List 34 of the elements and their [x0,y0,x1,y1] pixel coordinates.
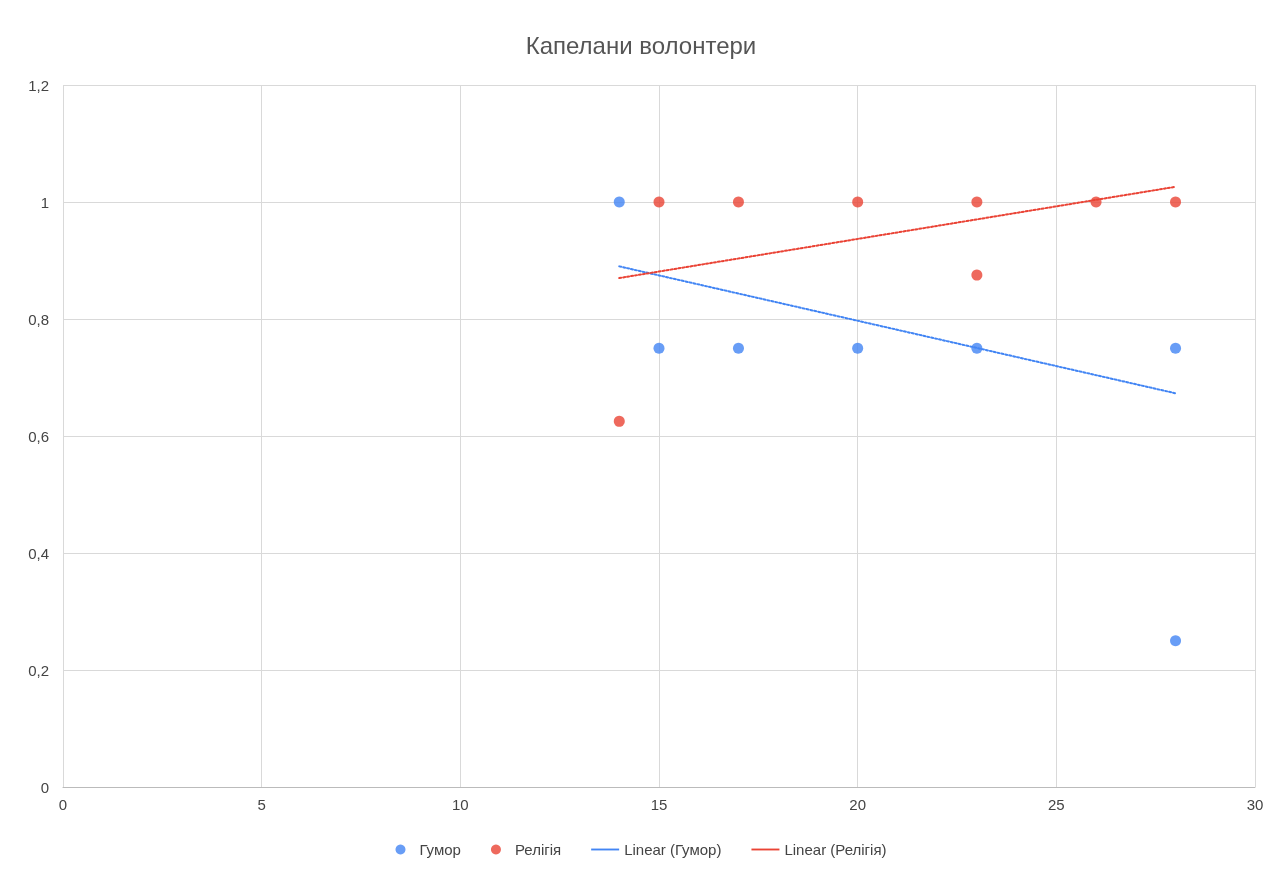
legend-label: Linear (Гумор) [624,841,722,858]
point [971,269,983,281]
x-tick-label: 10 [451,796,469,813]
point [732,196,744,208]
point [613,196,625,208]
x-tick-label: 30 [1246,796,1264,813]
point [1170,635,1182,647]
point [613,415,625,427]
y-tick-label: 0,4 [28,544,49,562]
y-tick-label: 1 [40,193,49,211]
point [1090,196,1102,208]
y-tick-label: 0,2 [28,661,49,679]
y-tick-label: 0,6 [28,427,49,445]
legend-label: Гумор [419,841,461,858]
point [971,196,983,208]
y-tick-label: 1,2 [28,76,49,94]
x-tick-label: 15 [650,796,668,813]
x-tick-label: 20 [849,796,867,813]
legend-label: Linear (Релігія) [784,841,887,858]
point [1170,196,1182,208]
y-tick-label: 0 [40,778,49,796]
point [653,342,665,354]
point [971,342,983,354]
x-tick-label: 25 [1047,796,1065,813]
point [653,196,665,208]
point [1170,342,1182,354]
x-tick-label: 5 [257,796,266,813]
point [732,342,744,354]
y-tick-label: 0,8 [28,310,49,328]
legend-label: Релігія [514,841,562,858]
point [852,196,864,208]
chart-title: Капелани волонтери [525,31,757,59]
x-tick-label: 0 [58,796,68,813]
point [852,342,864,354]
